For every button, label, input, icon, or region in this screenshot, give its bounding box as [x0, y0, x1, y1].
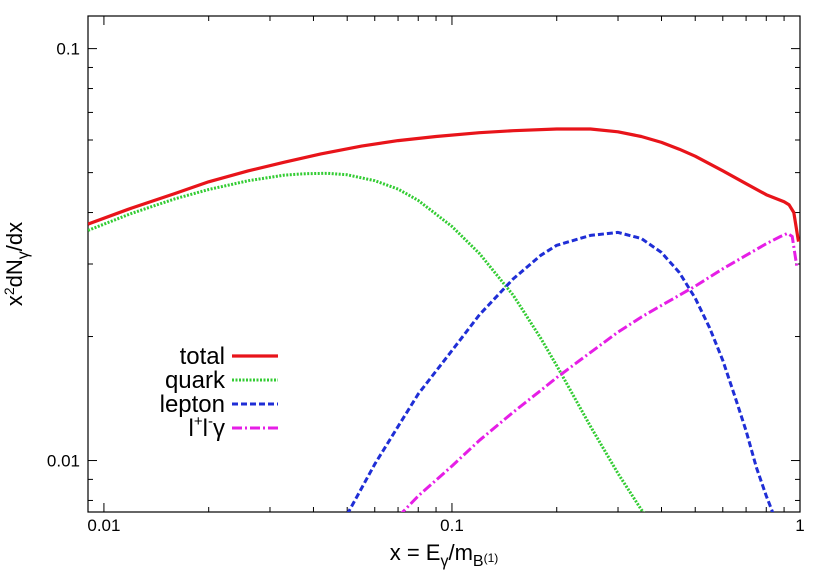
legend-label-sup1: +: [194, 413, 203, 430]
series-line-lepton: [346, 230, 775, 512]
plot-frame: [87, 15, 801, 513]
x-axis-label-sub1: γ: [440, 553, 448, 570]
series-line-quark: [88, 171, 646, 512]
legend-label-base: total: [180, 343, 225, 370]
legend-label: total: [180, 343, 225, 370]
legend-label: quark: [165, 367, 226, 394]
legend-label: l+l-γ: [189, 413, 225, 442]
series-line-l: [400, 231, 799, 512]
x-tick-label: 1: [795, 516, 804, 535]
x-axis-label-sub2: B: [473, 553, 484, 570]
x-axis-label-mid: /m: [448, 540, 472, 565]
x-tick-label: 0.01: [87, 516, 120, 535]
x-axis-label: x = Eγ/mB(1): [390, 540, 499, 570]
x-axis-label-base: x = E: [390, 540, 441, 565]
series-layer: [88, 127, 800, 512]
y-axis-label-mid: dN: [2, 259, 27, 287]
legend-label-sup2: -: [208, 413, 213, 430]
y-axis-label-base: x: [2, 295, 27, 306]
x-tick-label: 0.1: [440, 516, 464, 535]
y-tick-label: 0.1: [56, 40, 80, 59]
legend-label: lepton: [160, 391, 225, 418]
y-axis-label: x2dNγ/dx: [1, 222, 32, 306]
series-line-total: [88, 127, 800, 242]
legend-label-base: quark: [165, 367, 226, 394]
legend-label-base: l: [189, 415, 194, 442]
legend-label-end: γ: [213, 415, 225, 442]
legend-label-mid: l: [203, 415, 208, 442]
x-axis-label-sup: (1): [484, 551, 499, 565]
axis-ticks: 0.01 0.1 1 0.01 0.1: [47, 16, 805, 535]
y-axis-label-end: /dx: [2, 222, 27, 251]
y-axis-label-sub: γ: [15, 251, 32, 259]
legend-label-base: lepton: [160, 391, 225, 418]
y-axis-label-sup: 2: [1, 287, 17, 295]
y-tick-label: 0.01: [47, 452, 80, 471]
